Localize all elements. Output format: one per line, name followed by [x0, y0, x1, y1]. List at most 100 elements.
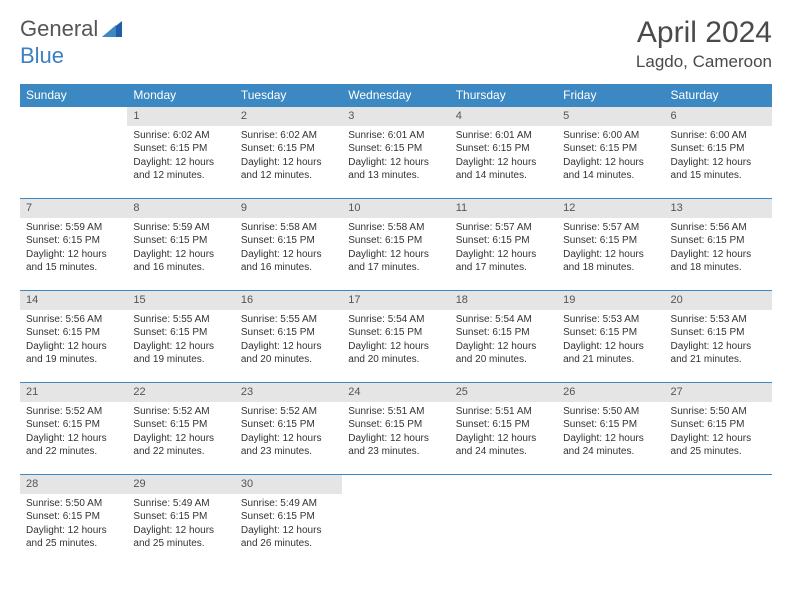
detail-line: Sunset: 6:15 PM	[348, 142, 443, 156]
calendar-cell: 16Sunrise: 5:55 AMSunset: 6:15 PMDayligh…	[235, 291, 342, 383]
detail-line: and 20 minutes.	[241, 353, 336, 367]
detail-line: Sunset: 6:15 PM	[133, 142, 228, 156]
detail-line: Daylight: 12 hours	[563, 156, 658, 170]
detail-line: Sunset: 6:15 PM	[241, 326, 336, 340]
calendar-cell	[342, 475, 449, 567]
detail-line: and 14 minutes.	[563, 169, 658, 183]
detail-line: Sunrise: 5:51 AM	[348, 405, 443, 419]
detail-line: Sunset: 6:15 PM	[671, 418, 766, 432]
brand-word2: Blue	[20, 43, 64, 68]
detail-line: Daylight: 12 hours	[241, 432, 336, 446]
detail-line: and 15 minutes.	[671, 169, 766, 183]
calendar-cell: 30Sunrise: 5:49 AMSunset: 6:15 PMDayligh…	[235, 475, 342, 567]
calendar-cell: 6Sunrise: 6:00 AMSunset: 6:15 PMDaylight…	[665, 107, 772, 199]
detail-line: Daylight: 12 hours	[241, 524, 336, 538]
day-number: 15	[127, 291, 234, 310]
detail-line: Sunrise: 5:55 AM	[133, 313, 228, 327]
detail-line: Sunrise: 5:54 AM	[348, 313, 443, 327]
day-number: 27	[665, 383, 772, 402]
day-details: Sunrise: 5:59 AMSunset: 6:15 PMDaylight:…	[127, 218, 234, 277]
detail-line: and 17 minutes.	[348, 261, 443, 275]
detail-line: Daylight: 12 hours	[241, 340, 336, 354]
day-number: 2	[235, 107, 342, 126]
detail-line: and 12 minutes.	[241, 169, 336, 183]
calendar-header-row: SundayMondayTuesdayWednesdayThursdayFrid…	[20, 84, 772, 107]
detail-line: Daylight: 12 hours	[133, 340, 228, 354]
detail-line: and 25 minutes.	[26, 537, 121, 551]
detail-line: and 13 minutes.	[348, 169, 443, 183]
detail-line: and 21 minutes.	[563, 353, 658, 367]
day-number: 8	[127, 199, 234, 218]
day-details: Sunrise: 5:54 AMSunset: 6:15 PMDaylight:…	[450, 310, 557, 369]
calendar-cell: 5Sunrise: 6:00 AMSunset: 6:15 PMDaylight…	[557, 107, 664, 199]
detail-line: Sunrise: 6:02 AM	[241, 129, 336, 143]
detail-line: and 26 minutes.	[241, 537, 336, 551]
detail-line: Sunrise: 5:58 AM	[241, 221, 336, 235]
day-number: 3	[342, 107, 449, 126]
detail-line: and 20 minutes.	[348, 353, 443, 367]
calendar-cell: 10Sunrise: 5:58 AMSunset: 6:15 PMDayligh…	[342, 199, 449, 291]
day-details: Sunrise: 5:54 AMSunset: 6:15 PMDaylight:…	[342, 310, 449, 369]
detail-line: Daylight: 12 hours	[133, 156, 228, 170]
calendar-week-row: 28Sunrise: 5:50 AMSunset: 6:15 PMDayligh…	[20, 475, 772, 567]
detail-line: Sunset: 6:15 PM	[563, 326, 658, 340]
day-details: Sunrise: 5:56 AMSunset: 6:15 PMDaylight:…	[20, 310, 127, 369]
detail-line: Sunrise: 6:00 AM	[671, 129, 766, 143]
brand-logo: General Blue	[20, 16, 122, 69]
day-number: 11	[450, 199, 557, 218]
day-details: Sunrise: 5:59 AMSunset: 6:15 PMDaylight:…	[20, 218, 127, 277]
header: General Blue April 2024 Lagdo, Cameroon	[20, 16, 772, 72]
detail-line: Sunrise: 5:52 AM	[241, 405, 336, 419]
detail-line: and 22 minutes.	[133, 445, 228, 459]
detail-line: Sunrise: 5:58 AM	[348, 221, 443, 235]
detail-line: Sunrise: 5:52 AM	[133, 405, 228, 419]
day-details: Sunrise: 5:52 AMSunset: 6:15 PMDaylight:…	[127, 402, 234, 461]
detail-line: and 16 minutes.	[241, 261, 336, 275]
detail-line: Sunrise: 5:52 AM	[26, 405, 121, 419]
detail-line: Daylight: 12 hours	[671, 432, 766, 446]
calendar-week-row: 21Sunrise: 5:52 AMSunset: 6:15 PMDayligh…	[20, 383, 772, 475]
detail-line: Sunset: 6:15 PM	[133, 418, 228, 432]
day-details: Sunrise: 5:53 AMSunset: 6:15 PMDaylight:…	[665, 310, 772, 369]
detail-line: Sunset: 6:15 PM	[133, 510, 228, 524]
detail-line: and 24 minutes.	[456, 445, 551, 459]
detail-line: and 25 minutes.	[133, 537, 228, 551]
detail-line: Sunrise: 5:49 AM	[241, 497, 336, 511]
calendar-cell	[20, 107, 127, 199]
detail-line: Daylight: 12 hours	[563, 340, 658, 354]
day-details: Sunrise: 6:01 AMSunset: 6:15 PMDaylight:…	[342, 126, 449, 185]
day-details: Sunrise: 5:52 AMSunset: 6:15 PMDaylight:…	[235, 402, 342, 461]
calendar-cell: 18Sunrise: 5:54 AMSunset: 6:15 PMDayligh…	[450, 291, 557, 383]
day-details: Sunrise: 6:02 AMSunset: 6:15 PMDaylight:…	[127, 126, 234, 185]
detail-line: Daylight: 12 hours	[133, 432, 228, 446]
detail-line: Sunset: 6:15 PM	[241, 510, 336, 524]
detail-line: Sunrise: 5:50 AM	[563, 405, 658, 419]
detail-line: Sunset: 6:15 PM	[563, 234, 658, 248]
detail-line: Sunrise: 5:54 AM	[456, 313, 551, 327]
weekday-header: Saturday	[665, 84, 772, 107]
detail-line: and 16 minutes.	[133, 261, 228, 275]
detail-line: Daylight: 12 hours	[133, 524, 228, 538]
calendar-body: 1Sunrise: 6:02 AMSunset: 6:15 PMDaylight…	[20, 107, 772, 567]
day-number: 5	[557, 107, 664, 126]
detail-line: and 12 minutes.	[133, 169, 228, 183]
day-number: 13	[665, 199, 772, 218]
detail-line: and 22 minutes.	[26, 445, 121, 459]
day-number: 16	[235, 291, 342, 310]
day-number: 1	[127, 107, 234, 126]
calendar-cell: 12Sunrise: 5:57 AMSunset: 6:15 PMDayligh…	[557, 199, 664, 291]
detail-line: Sunset: 6:15 PM	[348, 418, 443, 432]
detail-line: Sunset: 6:15 PM	[456, 326, 551, 340]
day-details: Sunrise: 5:58 AMSunset: 6:15 PMDaylight:…	[342, 218, 449, 277]
detail-line: Sunrise: 5:51 AM	[456, 405, 551, 419]
weekday-header: Tuesday	[235, 84, 342, 107]
detail-line: Daylight: 12 hours	[348, 432, 443, 446]
day-number: 17	[342, 291, 449, 310]
calendar-cell	[557, 475, 664, 567]
detail-line: and 17 minutes.	[456, 261, 551, 275]
calendar-cell: 17Sunrise: 5:54 AMSunset: 6:15 PMDayligh…	[342, 291, 449, 383]
day-number: 25	[450, 383, 557, 402]
calendar-cell: 7Sunrise: 5:59 AMSunset: 6:15 PMDaylight…	[20, 199, 127, 291]
day-details: Sunrise: 5:52 AMSunset: 6:15 PMDaylight:…	[20, 402, 127, 461]
detail-line: Sunrise: 6:01 AM	[348, 129, 443, 143]
